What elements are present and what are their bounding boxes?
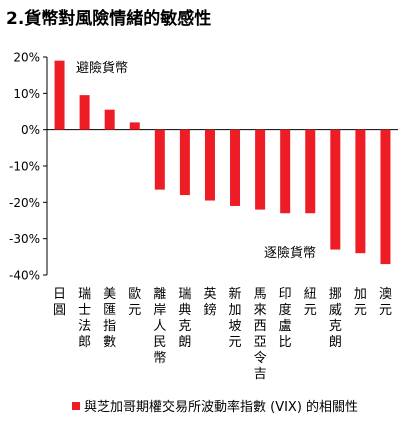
bar — [154, 129, 165, 190]
legend-label: 與芝加哥期權交易所波動率指數 (VIX) 的相關性 — [84, 400, 359, 415]
legend-swatch — [72, 401, 80, 410]
bar — [204, 129, 215, 201]
x-category-label: 澳元 — [379, 286, 392, 318]
bar — [330, 129, 341, 250]
x-category-label: 離岸人民幣 — [153, 287, 166, 366]
legend: 與芝加哥期權交易所波動率指數 (VIX) 的相關性 — [72, 396, 358, 415]
chart-title: 2.貨幣對風險情緒的敏感性 — [6, 9, 212, 29]
bar — [305, 129, 316, 214]
bar — [54, 60, 65, 130]
x-category-label: 瑞典克朗 — [178, 287, 191, 350]
x-category-label: 新加坡元 — [229, 286, 242, 350]
bar — [255, 129, 266, 210]
x-category-label: 加元 — [354, 287, 367, 318]
bar — [179, 129, 190, 196]
bar — [129, 122, 140, 130]
x-category-label: 挪威克朗 — [329, 287, 342, 350]
y-tick-label: -10% — [9, 160, 40, 174]
bar — [355, 129, 366, 254]
x-category-label: 歐元 — [128, 287, 141, 318]
y-tick-label: -20% — [9, 196, 40, 210]
x-category-label: 英鎊 — [203, 287, 216, 318]
bar — [280, 129, 291, 214]
bar — [104, 109, 115, 130]
y-tick-label: 0% — [21, 123, 40, 137]
bar — [79, 95, 90, 130]
annotation-safe-haven: 避險貨幣 — [76, 60, 128, 76]
bar — [230, 129, 241, 206]
bar — [380, 129, 391, 265]
y-tick-label: 10% — [13, 87, 40, 101]
x-category-label: 日圓 — [53, 287, 66, 318]
y-tick-label: 20% — [13, 51, 40, 65]
x-category-label: 印度盧比 — [279, 287, 292, 350]
x-category-label: 美匯指數 — [103, 287, 116, 350]
x-category-label: 馬來西亞令吉 — [254, 287, 267, 382]
y-tick-label: -30% — [9, 232, 40, 246]
x-category-label: 瑞士法郎 — [78, 287, 91, 350]
y-tick-label: -40% — [9, 269, 40, 283]
x-category-label: 紐元 — [304, 287, 317, 318]
annotation-risk-currency: 逐險貨幣 — [264, 245, 316, 261]
